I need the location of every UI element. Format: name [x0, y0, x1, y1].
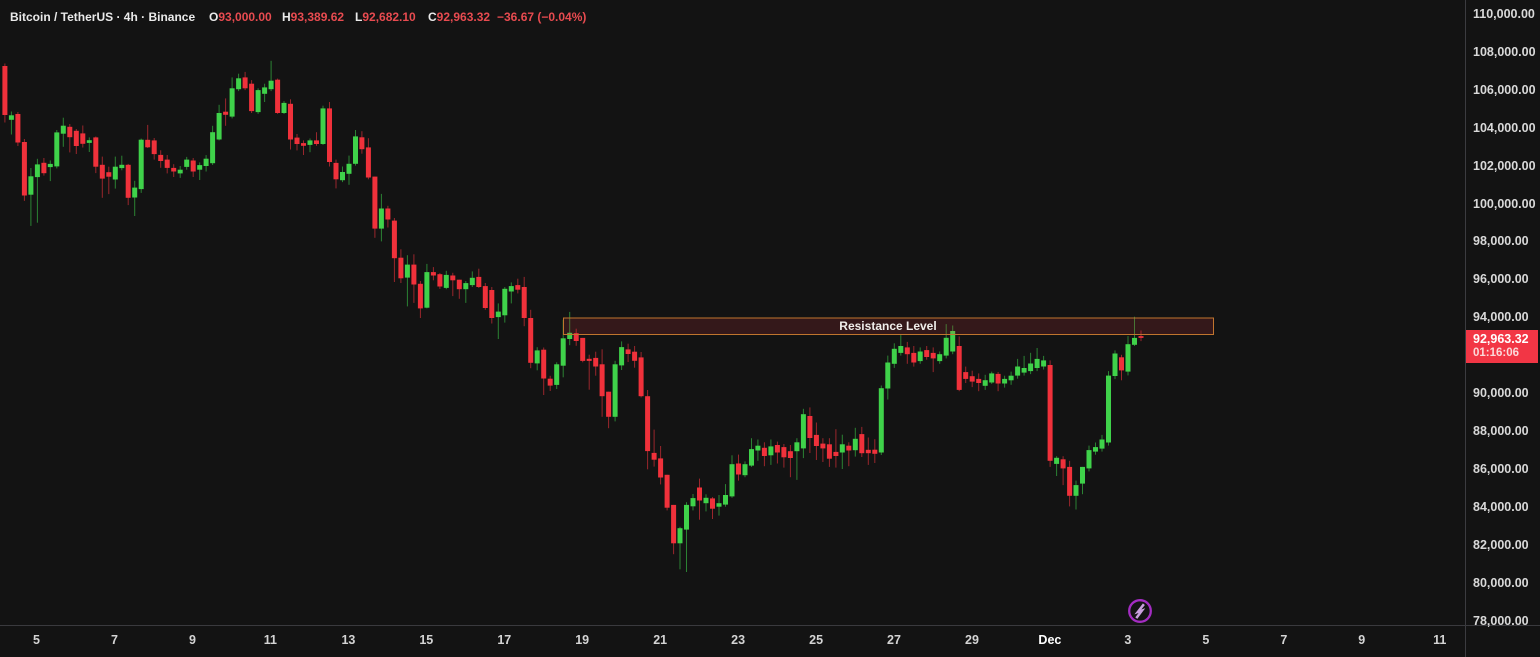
svg-text:Resistance Level: Resistance Level — [839, 319, 936, 333]
